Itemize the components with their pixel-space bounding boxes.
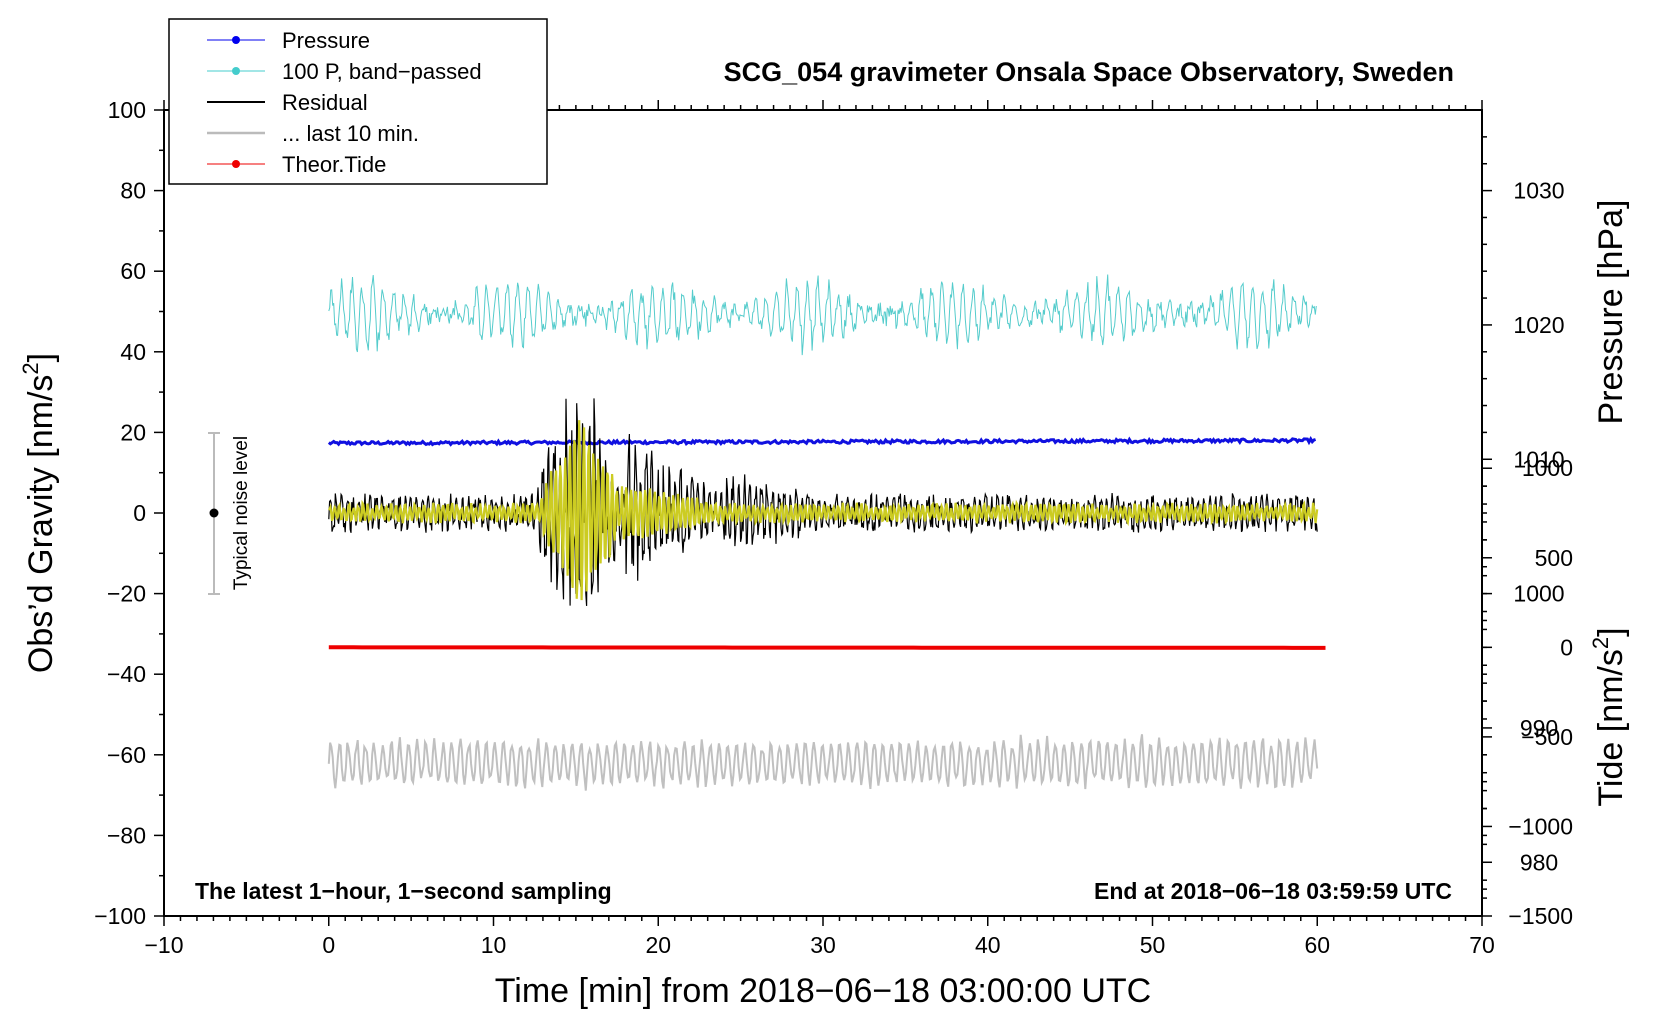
x-tick-label: 70 xyxy=(1469,932,1495,958)
y-axis-title-tide-end: ] xyxy=(1592,627,1630,636)
y-tick-label: −40 xyxy=(107,661,146,687)
y-axis-title-gravity-sup: 2 xyxy=(18,362,43,374)
chart-title: SCG_054 gravimeter Onsala Space Observat… xyxy=(724,57,1454,87)
y-axis-title-gravity-main: Obs’d Gravity [nm/s xyxy=(22,375,60,674)
pressure-tick-label: 1020 xyxy=(1513,312,1564,338)
x-tick-label: 40 xyxy=(975,932,1001,958)
svg-text:Pressure: Pressure xyxy=(282,28,370,53)
y-tick-label: −60 xyxy=(107,742,146,768)
x-tick-label: 50 xyxy=(1140,932,1166,958)
tide-tick-label: −1000 xyxy=(1508,813,1573,839)
tide-tick-label: −500 xyxy=(1521,724,1573,750)
y-tick-label: 60 xyxy=(120,258,146,284)
y-axis-tide: 1000 500 0 −500 −1000 −1500 xyxy=(1482,455,1573,929)
tide-tick-label: 0 xyxy=(1560,634,1573,660)
x-tick-label: 20 xyxy=(645,932,671,958)
pressure-tick-label: 990 xyxy=(1520,715,1558,741)
series-layer xyxy=(327,274,1326,791)
legend: Pressure 100 P, band−passed Residual ...… xyxy=(168,18,548,185)
y-axis-pressure: 1030 1020 1010 1000 990 980 xyxy=(1482,136,1565,890)
noise-level-indicator: Typical noise level xyxy=(208,432,252,595)
y-tick-label: 0 xyxy=(133,500,146,526)
pressure-tick-label: 980 xyxy=(1520,849,1558,875)
noise-label: Typical noise level xyxy=(231,436,252,590)
x-axis-title: Time [min] from 2018−06−18 03:00:00 UTC xyxy=(495,972,1151,1010)
x-tick-label: 0 xyxy=(322,932,335,958)
y-tick-label: 20 xyxy=(120,419,146,445)
pressure-tick-label: 1030 xyxy=(1513,178,1564,204)
x-axis: −10 0 10 20 30 40 50 60 70 xyxy=(144,100,1495,958)
series-theor-tide-line xyxy=(328,645,1326,650)
y-axis-title-pressure: Pressure [hPa] xyxy=(1592,200,1630,425)
svg-text:Theor.Tide: Theor.Tide xyxy=(282,152,386,177)
y-tick-label: 80 xyxy=(120,178,146,204)
legend-item-last-10-min: ... last 10 min. xyxy=(207,121,419,146)
annotation-sampling: The latest 1−hour, 1−second sampling xyxy=(195,878,612,904)
y-axis-gravity: 100 80 60 40 20 0 −20 −40 −60 −80 −100 xyxy=(94,97,164,929)
legend-item-residual: Residual xyxy=(207,90,368,115)
svg-text:... last 10 min.: ... last 10 min. xyxy=(282,121,419,146)
y-tick-label: −80 xyxy=(107,822,146,848)
svg-text:Residual: Residual xyxy=(282,90,368,115)
x-tick-label: 60 xyxy=(1304,932,1330,958)
y-axis-title-tide-main: Tide [nm/s xyxy=(1592,649,1630,806)
legend-item-pressure: Pressure xyxy=(207,28,370,53)
y-tick-label: 40 xyxy=(120,339,146,365)
pressure-tick-label: 1010 xyxy=(1513,446,1564,472)
tide-tick-label: 500 xyxy=(1535,545,1573,571)
series-residual-filtered-line xyxy=(327,420,1319,601)
pressure-tick-label: 1000 xyxy=(1513,581,1564,607)
y-axis-title-gravity-end: ] xyxy=(22,353,60,362)
y-axis-title-gravity: Obs’d Gravity [nm/s2] xyxy=(18,353,60,673)
annotation-end-time: End at 2018−06−18 03:59:59 UTC xyxy=(1094,878,1452,904)
x-tick-label: −10 xyxy=(144,932,183,958)
series-pressure-line xyxy=(327,435,1317,447)
x-tick-label: 10 xyxy=(481,932,507,958)
tide-tick-label: 1000 xyxy=(1522,455,1573,481)
x-tick-label: 30 xyxy=(810,932,836,958)
legend-item-band-passed: 100 P, band−passed xyxy=(207,59,482,84)
legend-item-theor-tide: Theor.Tide xyxy=(207,152,386,177)
series-residual-line xyxy=(328,398,1318,606)
series-band-passed-line xyxy=(328,274,1317,356)
y-tick-label: 100 xyxy=(108,97,146,123)
y-axis-title-tide: Tide [nm/s2] xyxy=(1588,627,1630,806)
svg-text:100 P, band−passed: 100 P, band−passed xyxy=(282,59,482,84)
series-last-10-min-line xyxy=(327,734,1319,791)
tide-tick-label: −1500 xyxy=(1508,903,1573,929)
y-axis-title-tide-sup: 2 xyxy=(1588,637,1613,649)
y-tick-label: −100 xyxy=(94,903,146,929)
noise-bar-center-dot xyxy=(209,508,219,518)
y-tick-label: −20 xyxy=(107,581,146,607)
